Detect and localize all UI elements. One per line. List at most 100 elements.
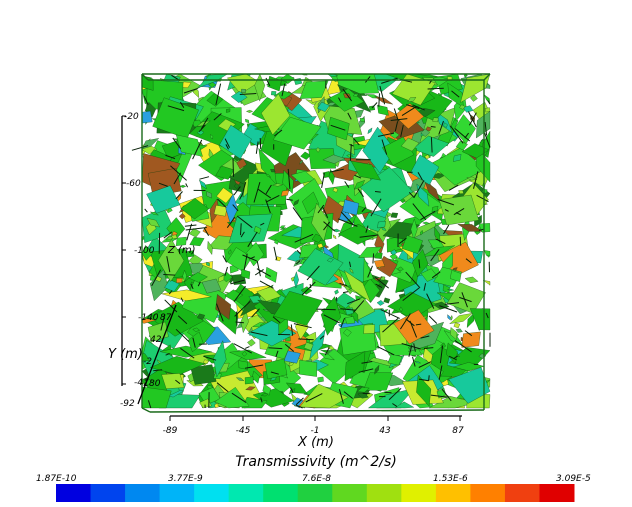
fracture-edge (290, 324, 294, 336)
fracture-edge (265, 184, 272, 195)
fracture-edge (183, 88, 198, 94)
fracture-edge (371, 102, 378, 109)
fracture-edge (354, 174, 362, 179)
fracture (311, 202, 330, 242)
fracture-edge (200, 117, 209, 130)
fracture-edge (454, 339, 472, 353)
fracture (149, 211, 159, 216)
y-axis: 87 42 -2 -47 -92 Y (m) (108, 304, 177, 409)
fracture (453, 322, 461, 329)
colorbar-swatch (194, 484, 230, 502)
fracture-edge (192, 139, 203, 160)
fracture-edge (330, 168, 344, 173)
fracture-edge (451, 90, 460, 98)
colorbar-swatch (435, 484, 471, 502)
fracture-edge (272, 316, 281, 324)
fracture-edge (337, 218, 358, 227)
fracture (280, 80, 287, 86)
fracture (484, 107, 491, 113)
fracture (246, 172, 288, 206)
fracture (141, 110, 153, 124)
fracture-edge (438, 365, 443, 380)
fracture-edge (412, 203, 427, 221)
fracture (354, 180, 365, 190)
fracture-edge (485, 312, 489, 319)
fracture (420, 230, 424, 236)
fracture (228, 213, 273, 244)
fracture-edge (340, 211, 354, 226)
fracture-edge (163, 231, 173, 239)
fracture-edge (198, 124, 206, 133)
fracture-edge (441, 388, 452, 402)
fracture (262, 309, 270, 312)
fracture-edge (359, 234, 378, 238)
fracture-edge (427, 87, 444, 90)
fracture (206, 93, 224, 107)
fracture (182, 269, 187, 283)
fracture-edge (158, 182, 168, 187)
fracture-edge (230, 279, 245, 285)
y-tick-label: -2 (143, 357, 152, 367)
fracture (470, 94, 478, 102)
fracture (334, 289, 339, 295)
fracture (252, 388, 295, 408)
fracture (230, 91, 248, 103)
fracture (344, 351, 366, 382)
fracture-edge (393, 108, 399, 122)
fracture-edge (400, 124, 404, 137)
fracture-edge (330, 124, 346, 131)
fracture (484, 250, 491, 257)
fracture-edge (290, 387, 294, 393)
fracture (476, 110, 491, 139)
fracture-edge (430, 249, 440, 262)
fracture-edge (349, 261, 352, 268)
fracture-edge (322, 206, 329, 219)
z-tick-label: -60 (126, 179, 141, 189)
fracture-edge (293, 323, 312, 329)
fracture (434, 226, 441, 243)
fracture-edge (349, 143, 354, 147)
colorbar-swatches (56, 484, 575, 502)
fracture (189, 111, 245, 147)
fracture-edge (305, 393, 323, 403)
fracture-edge (232, 158, 234, 177)
fracture-edge (420, 335, 430, 339)
fracture (446, 282, 486, 314)
fracture-edge (324, 347, 330, 356)
x-tick-label: -1 (311, 426, 320, 436)
x-axis: -89 -45 -1 43 87 X (m) (163, 415, 464, 450)
fracture-edge (131, 145, 149, 151)
fracture (235, 377, 245, 381)
fracture (328, 168, 335, 185)
fracture-edge (255, 141, 259, 154)
fracture-edge (233, 285, 246, 302)
fracture (377, 104, 389, 116)
fracture-edge (361, 361, 373, 364)
fracture (197, 313, 206, 320)
fracture (245, 118, 250, 124)
fracture-edge (240, 231, 245, 238)
fracture-edge (231, 392, 247, 404)
fracture-edge (177, 315, 188, 325)
bounding-box-edge (149, 409, 485, 413)
fracture (357, 392, 369, 399)
colorbar-swatch (332, 484, 368, 502)
fracture (457, 224, 484, 232)
fracture-edge (428, 375, 430, 382)
fracture-edge (468, 112, 477, 126)
fracture-edge (380, 309, 400, 319)
fracture-edge (203, 227, 210, 236)
fracture-edge (234, 300, 251, 317)
fracture (455, 328, 463, 333)
fracture (482, 188, 488, 194)
fracture-edge (349, 144, 352, 161)
fracture (450, 314, 453, 321)
colorbar-title: Transmissivity (m^2/s) (235, 454, 397, 470)
fracture (412, 135, 450, 157)
fracture (322, 154, 346, 164)
y-tick-label: 87 (160, 313, 172, 323)
fracture-edge (165, 154, 176, 160)
fracture-edge (222, 255, 228, 263)
fracture (420, 268, 438, 282)
fracture-edge (377, 345, 395, 356)
